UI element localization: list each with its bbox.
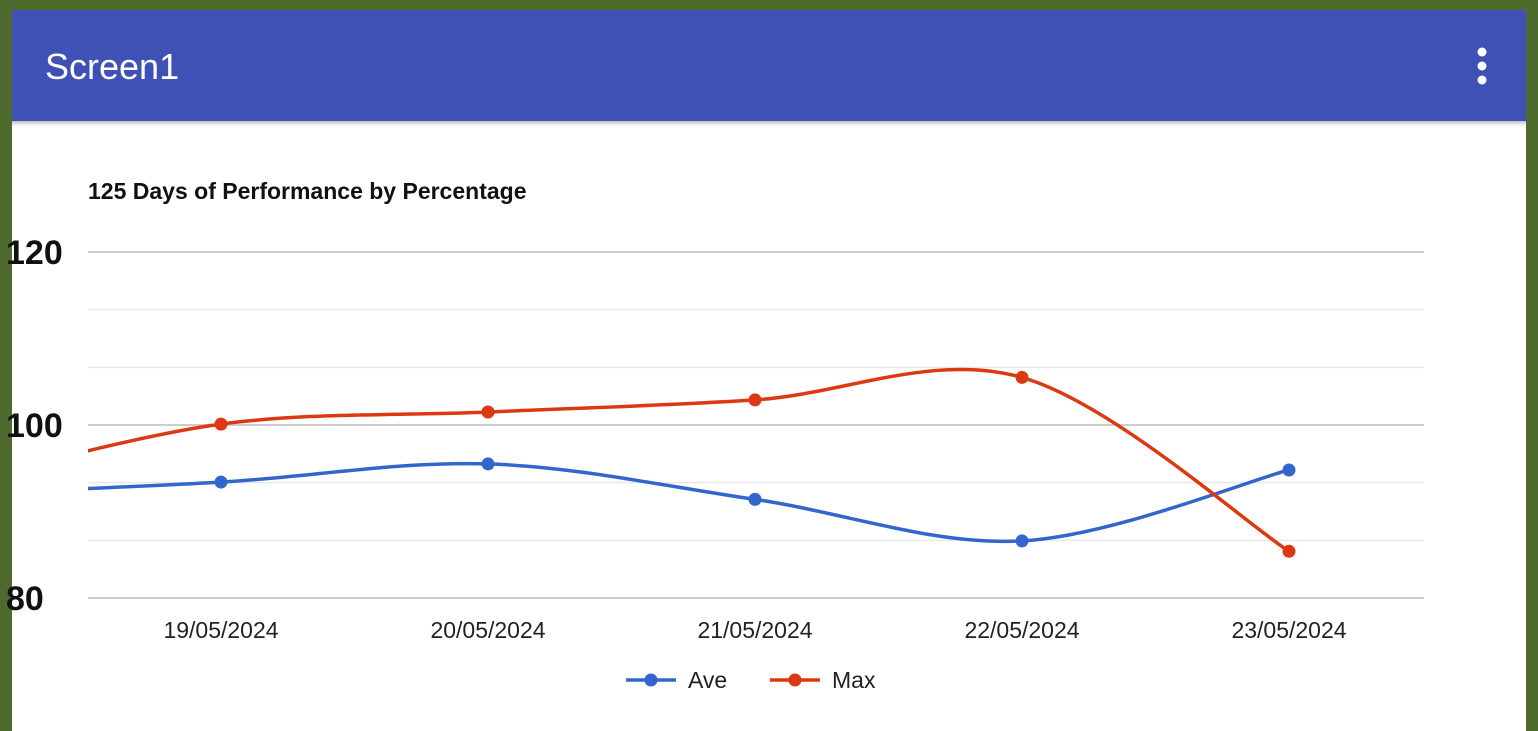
x-tick-label: 23/05/2024: [1231, 617, 1346, 643]
y-axis-ticks: 120 100 80: [6, 234, 63, 618]
data-point-max: [481, 405, 495, 419]
chart-legend: Ave Max: [626, 667, 876, 693]
x-tick-label: 22/05/2024: [964, 617, 1079, 643]
legend-marker-ave: [644, 673, 658, 687]
series-points: [214, 370, 1296, 558]
app-title: Screen1: [45, 46, 180, 87]
data-point-ave: [1282, 463, 1296, 477]
data-point-max: [1015, 370, 1029, 384]
legend-label-ave: Ave: [688, 667, 727, 693]
overflow-menu-button[interactable]: [1462, 40, 1502, 92]
data-point-max: [1282, 544, 1296, 558]
x-tick-label: 21/05/2024: [697, 617, 812, 643]
data-point-ave: [1015, 534, 1029, 548]
data-point-ave: [481, 457, 495, 471]
chart-gridlines: [88, 251, 1424, 599]
data-point-ave: [748, 492, 762, 506]
series-line-max: [88, 367, 1290, 553]
y-tick-label: 80: [6, 580, 44, 618]
app-window: Screen1: [12, 10, 1526, 731]
data-point-ave: [214, 475, 228, 489]
data-point-max: [214, 417, 228, 431]
app-bar: Screen1: [12, 10, 1526, 121]
legend-label-max: Max: [832, 667, 876, 693]
y-tick-label: 120: [6, 234, 63, 272]
x-axis-ticks: 19/05/2024 20/05/2024 21/05/2024 22/05/2024…: [163, 617, 1346, 643]
chart-title: 125 Days of Performance by Percentage: [88, 178, 526, 204]
x-tick-label: 19/05/2024: [163, 617, 278, 643]
line-chart: 125 Days of Performance by Percentage 12…: [6, 178, 1424, 693]
y-tick-label: 100: [6, 407, 63, 445]
legend-marker-max: [788, 673, 802, 687]
x-tick-label: 20/05/2024: [430, 617, 545, 643]
status-bar: [0, 0, 1538, 10]
series-lines: [88, 367, 1290, 553]
series-line-ave: [88, 461, 1290, 544]
data-point-max: [748, 393, 762, 407]
chart-container: 125 Days of Performance by Percentage 12…: [6, 178, 1424, 693]
more-vertical-icon: [1477, 47, 1487, 85]
